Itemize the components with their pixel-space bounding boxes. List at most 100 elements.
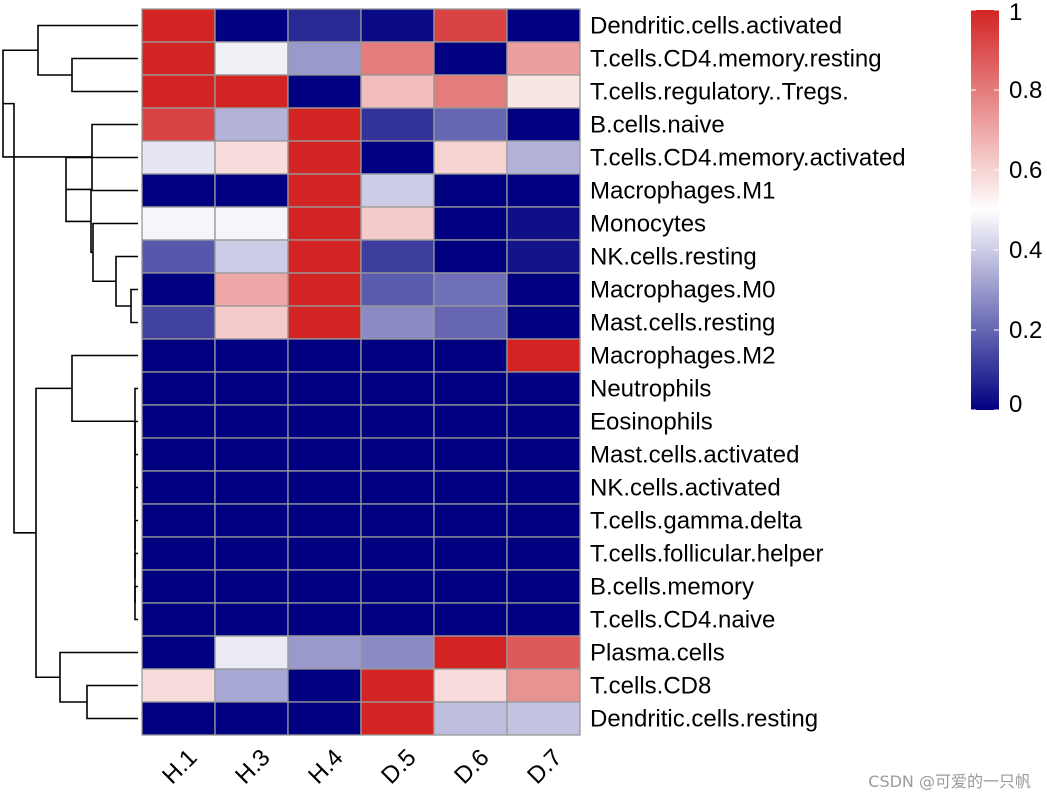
heatmap-cell bbox=[141, 602, 216, 637]
heatmap-cell bbox=[214, 470, 289, 505]
row-label: T.cells.CD4.naive bbox=[590, 607, 775, 634]
heatmap-cell bbox=[214, 536, 289, 571]
heatmap-cell bbox=[214, 41, 289, 76]
heatmap-cell bbox=[433, 404, 508, 439]
heatmap-cell bbox=[287, 239, 362, 274]
heatmap-cell bbox=[141, 140, 216, 175]
watermark: CSDN @可爱的一只帆 bbox=[868, 772, 1031, 791]
heatmap-cell bbox=[141, 305, 216, 340]
heatmap-cell bbox=[360, 74, 435, 109]
heatmap-cell bbox=[287, 701, 362, 736]
legend-tick-label: 0 bbox=[1009, 391, 1022, 418]
heatmap-cell bbox=[433, 602, 508, 637]
heatmap-cell bbox=[433, 173, 508, 208]
heatmap-cell bbox=[214, 8, 289, 43]
column-label: D.7 bbox=[522, 744, 568, 790]
row-label: Monocytes bbox=[590, 211, 706, 238]
heatmap-cell bbox=[360, 470, 435, 505]
heatmap-cell bbox=[287, 305, 362, 340]
heatmap-cell bbox=[287, 668, 362, 703]
dendrogram-branch bbox=[2, 49, 92, 158]
heatmap-cell bbox=[214, 140, 289, 175]
heatmap-cell bbox=[287, 206, 362, 241]
legend-tick-label: 0.2 bbox=[1009, 317, 1042, 344]
heatmap-cell bbox=[360, 239, 435, 274]
heatmap-cell bbox=[287, 503, 362, 538]
heatmap-cell bbox=[360, 140, 435, 175]
row-label: NK.cells.resting bbox=[590, 244, 757, 271]
heatmap-cell bbox=[141, 668, 216, 703]
heatmap-cell bbox=[287, 338, 362, 373]
heatmap-cell bbox=[433, 371, 508, 406]
heatmap-cell bbox=[141, 470, 216, 505]
heatmap-cell bbox=[506, 140, 581, 175]
heatmap-cell bbox=[141, 206, 216, 241]
dendrogram-branch bbox=[134, 387, 138, 454]
heatmap-cell bbox=[506, 41, 581, 76]
heatmap-cell bbox=[506, 8, 581, 43]
heatmap-cell bbox=[287, 8, 362, 43]
row-label: NK.cells.activated bbox=[590, 475, 781, 502]
heatmap-cell bbox=[141, 239, 216, 274]
heatmap-cell bbox=[360, 173, 435, 208]
heatmap-cell bbox=[214, 668, 289, 703]
heatmap-cell bbox=[141, 74, 216, 109]
heatmap-cell bbox=[506, 338, 581, 373]
dendrogram-branch bbox=[86, 684, 138, 720]
heatmap-cell bbox=[287, 569, 362, 604]
heatmap-cell bbox=[433, 668, 508, 703]
heatmap-cell bbox=[141, 503, 216, 538]
row-label: Plasma.cells bbox=[590, 640, 725, 667]
heatmap-cell bbox=[287, 41, 362, 76]
heatmap-cell bbox=[433, 41, 508, 76]
row-label: T.cells.CD8 bbox=[590, 673, 711, 700]
heatmap-cell bbox=[506, 107, 581, 142]
heatmap-cell bbox=[287, 107, 362, 142]
heatmap-cell bbox=[360, 536, 435, 571]
heatmap-cell bbox=[360, 668, 435, 703]
heatmap-cell bbox=[506, 470, 581, 505]
dendrogram-branch bbox=[35, 387, 72, 679]
heatmap-cell bbox=[141, 371, 216, 406]
heatmap-cell bbox=[506, 272, 581, 307]
heatmap-cell bbox=[360, 272, 435, 307]
heatmap-cell bbox=[360, 503, 435, 538]
dendrogram-branch bbox=[59, 651, 138, 703]
heatmap-cell bbox=[506, 602, 581, 637]
heatmap-cells bbox=[141, 8, 581, 736]
heatmap-cell bbox=[287, 536, 362, 571]
legend-tick-label: 0.6 bbox=[1009, 157, 1042, 184]
row-label: T.cells.regulatory..Tregs. bbox=[590, 79, 849, 106]
heatmap-cell bbox=[433, 206, 508, 241]
row-label: T.cells.CD4.memory.resting bbox=[590, 46, 882, 73]
legend-tick-label: 0.4 bbox=[1009, 237, 1042, 264]
column-label: D.6 bbox=[449, 744, 495, 790]
heatmap-cell bbox=[433, 8, 508, 43]
heatmap-cell bbox=[214, 371, 289, 406]
heatmap-cell bbox=[360, 305, 435, 340]
heatmap-cell bbox=[287, 635, 362, 670]
heatmap-cell bbox=[141, 173, 216, 208]
row-label: Macrophages.M2 bbox=[590, 343, 775, 370]
row-label: Macrophages.M0 bbox=[590, 277, 775, 304]
heatmap-cell bbox=[141, 437, 216, 472]
row-label: T.cells.CD4.memory.activated bbox=[590, 145, 906, 172]
heatmap-cell bbox=[506, 371, 581, 406]
heatmap-cell bbox=[360, 701, 435, 736]
dendrogram-branch bbox=[130, 288, 138, 324]
heatmap-cell bbox=[214, 569, 289, 604]
heatmap-cell bbox=[214, 305, 289, 340]
row-label: Mast.cells.resting bbox=[590, 310, 775, 337]
heatmap-cell bbox=[433, 107, 508, 142]
column-label: H.1 bbox=[157, 744, 203, 790]
dendrogram-branch bbox=[37, 24, 138, 76]
heatmap-cell bbox=[506, 206, 581, 241]
heatmap-cell bbox=[506, 635, 581, 670]
heatmap-cell bbox=[433, 239, 508, 274]
heatmap-cell bbox=[214, 602, 289, 637]
heatmap-cell bbox=[360, 41, 435, 76]
heatmap-cell bbox=[214, 206, 289, 241]
heatmap-cell bbox=[360, 404, 435, 439]
heatmap-cell bbox=[433, 503, 508, 538]
